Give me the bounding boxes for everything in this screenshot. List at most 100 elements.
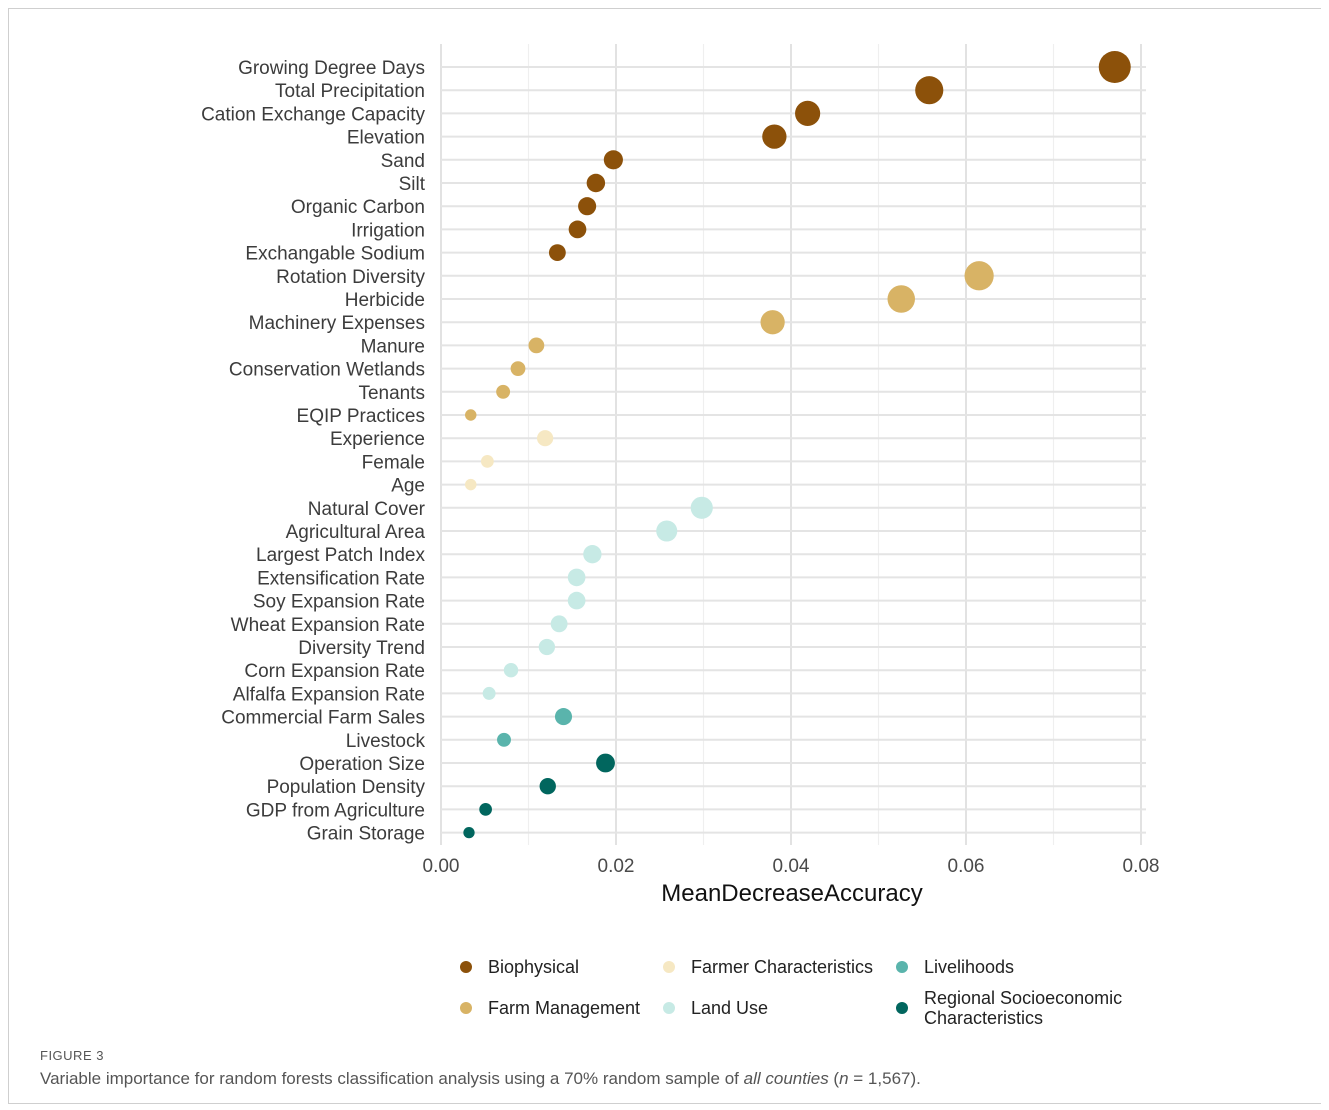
data-points — [463, 51, 1131, 839]
data-point — [762, 124, 787, 149]
y-tick-label: Organic Carbon — [291, 197, 425, 218]
y-tick-label: Total Precipitation — [275, 81, 425, 102]
data-point — [583, 545, 602, 564]
y-tick-label: Machinery Expenses — [249, 313, 425, 334]
data-point — [482, 686, 496, 700]
data-point — [465, 478, 477, 491]
legend-label: Livelihoods — [924, 957, 1014, 977]
x-axis-ticks: 0.00 0.02 0.04 0.06 0.08 — [423, 856, 1160, 877]
data-point — [964, 261, 994, 291]
legend-label: Regional Socioeconomic — [924, 988, 1122, 1008]
caption-n: n — [839, 1069, 849, 1088]
data-point — [568, 220, 587, 239]
y-tick-label: Population Density — [267, 777, 426, 798]
y-tick-label: Herbicide — [345, 290, 425, 311]
data-point — [550, 615, 568, 633]
y-tick-label: Natural Cover — [308, 499, 426, 520]
legend-swatch — [460, 1002, 472, 1014]
data-point — [528, 337, 545, 354]
data-point — [567, 591, 586, 610]
data-point — [503, 663, 519, 678]
caption-text-after: = 1,567). — [848, 1069, 921, 1088]
data-point — [596, 753, 615, 773]
y-tick-label: Age — [391, 476, 425, 497]
y-tick-label: Elevation — [347, 128, 425, 149]
data-point — [480, 454, 494, 468]
data-point — [690, 496, 713, 519]
y-tick-label: Experience — [330, 429, 425, 450]
figure-frame — [8, 8, 1321, 1104]
legend-label: Farmer Characteristics — [691, 957, 873, 977]
x-tick-label: 0.00 — [423, 856, 460, 877]
legend-swatch — [896, 961, 908, 973]
y-tick-label: Manure — [361, 336, 425, 357]
data-point — [539, 778, 556, 795]
caption-paren-open: ( — [828, 1069, 840, 1088]
figure-label: FIGURE 3 — [40, 1048, 104, 1063]
y-tick-label: Irrigation — [351, 220, 425, 241]
data-point — [578, 197, 597, 216]
y-tick-label: EQIP Practices — [297, 406, 425, 427]
legend-label: Farm Management — [488, 998, 640, 1018]
y-tick-label: Corn Expansion Rate — [244, 661, 425, 682]
data-point — [510, 361, 526, 376]
y-tick-label: Conservation Wetlands — [229, 360, 425, 381]
y-tick-label: Growing Degree Days — [238, 58, 425, 79]
y-tick-label: Grain Storage — [307, 824, 425, 845]
legend-swatch — [460, 961, 472, 973]
data-point — [548, 244, 566, 262]
legend-label: Biophysical — [488, 957, 579, 977]
y-tick-label: Soy Expansion Rate — [253, 592, 425, 613]
data-point — [795, 100, 821, 126]
data-point — [497, 732, 511, 747]
y-tick-label: Diversity Trend — [298, 638, 425, 659]
y-tick-label: Commercial Farm Sales — [221, 708, 425, 729]
data-point — [603, 150, 623, 170]
data-point — [567, 568, 586, 587]
caption-text-italic: all counties — [743, 1069, 829, 1088]
data-point — [538, 638, 556, 656]
y-tick-label: Sand — [381, 151, 425, 172]
figure-caption: Variable importance for random forests c… — [40, 1069, 921, 1089]
y-tick-label: Alfalfa Expansion Rate — [233, 684, 425, 705]
legend-label: Characteristics — [924, 1008, 1043, 1028]
data-point — [537, 430, 554, 447]
data-point — [1098, 51, 1131, 83]
data-point — [915, 76, 944, 105]
data-point — [656, 520, 678, 542]
data-point — [887, 285, 915, 313]
x-tick-label: 0.04 — [773, 856, 810, 877]
legend-swatch — [896, 1002, 908, 1014]
y-tick-label: Cation Exchange Capacity — [201, 104, 425, 125]
y-tick-label: Rotation Diversity — [276, 267, 425, 288]
y-tick-label: Agricultural Area — [286, 522, 426, 543]
data-point — [554, 708, 573, 726]
legend-swatch — [663, 961, 675, 973]
y-tick-label: Wheat Expansion Rate — [231, 615, 425, 636]
y-tick-label: Livestock — [346, 731, 426, 752]
x-tick-label: 0.02 — [598, 856, 635, 877]
y-tick-label: Tenants — [358, 383, 425, 404]
caption-text-before: Variable importance for random forests c… — [40, 1069, 744, 1088]
data-point — [586, 173, 606, 193]
legend-label: Land Use — [691, 998, 768, 1018]
y-tick-label: Female — [362, 452, 425, 473]
y-tick-label: Largest Patch Index — [256, 545, 425, 566]
x-axis-title: MeanDecreaseAccuracy — [661, 880, 922, 907]
y-tick-label: Silt — [399, 174, 426, 195]
y-tick-label: GDP from Agriculture — [246, 800, 425, 821]
data-point — [760, 310, 785, 335]
y-tick-label: Exchangable Sodium — [245, 244, 425, 265]
y-tick-label: Operation Size — [299, 754, 425, 775]
data-point — [463, 826, 475, 839]
chart-grid — [440, 44, 1146, 845]
legend: Biophysical Farmer Characteristics Livelih… — [460, 957, 1122, 1028]
data-point — [465, 409, 477, 421]
legend-swatch — [663, 1002, 675, 1014]
x-tick-label: 0.08 — [1123, 856, 1160, 877]
x-tick-label: 0.06 — [948, 856, 985, 877]
y-tick-label: Extensification Rate — [257, 568, 425, 589]
data-point — [496, 384, 511, 399]
